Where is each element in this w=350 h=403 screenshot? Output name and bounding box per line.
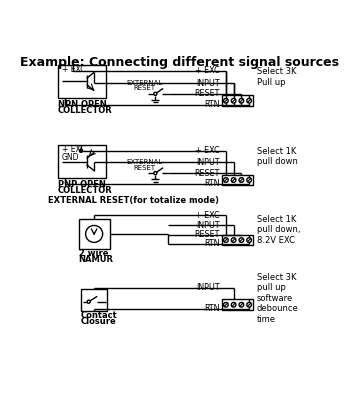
Circle shape <box>247 178 251 182</box>
Text: NAMUR: NAMUR <box>79 255 114 264</box>
Circle shape <box>239 178 244 182</box>
Text: GND: GND <box>62 153 79 162</box>
Text: COLLECTOR: COLLECTOR <box>58 186 112 195</box>
Text: 2 wire: 2 wire <box>79 249 108 258</box>
Text: RESET: RESET <box>133 165 155 171</box>
Text: + EXC: + EXC <box>195 211 220 220</box>
Text: RTN: RTN <box>204 100 220 109</box>
Circle shape <box>224 178 228 182</box>
Text: RESET: RESET <box>194 89 220 98</box>
Bar <box>222 235 253 245</box>
Text: + EXC: + EXC <box>195 146 220 155</box>
Circle shape <box>224 98 228 103</box>
Bar <box>58 64 106 98</box>
Circle shape <box>247 303 251 307</box>
Circle shape <box>247 98 251 103</box>
Text: Example: Connecting different signal sources: Example: Connecting different signal sou… <box>20 56 339 69</box>
Text: RESET: RESET <box>133 85 155 91</box>
Circle shape <box>239 303 244 307</box>
Circle shape <box>231 98 236 103</box>
Text: EXTERNAL RESET(for totalize mode): EXTERNAL RESET(for totalize mode) <box>48 196 219 205</box>
Circle shape <box>231 303 236 307</box>
Text: + EXC: + EXC <box>62 145 85 154</box>
Circle shape <box>87 300 90 303</box>
Text: INPUT: INPUT <box>196 283 220 292</box>
Circle shape <box>239 98 244 103</box>
Circle shape <box>224 238 228 242</box>
Text: + EXC: + EXC <box>62 65 85 75</box>
Text: RTN: RTN <box>204 304 220 313</box>
Circle shape <box>231 178 236 182</box>
Circle shape <box>231 238 236 242</box>
Text: Select 1K
pull down,
8.2V EXC: Select 1K pull down, 8.2V EXC <box>257 215 300 245</box>
Bar <box>222 299 253 310</box>
Text: COLLECTOR: COLLECTOR <box>58 106 112 115</box>
Text: INPUT: INPUT <box>196 221 220 230</box>
Circle shape <box>79 149 83 152</box>
Bar <box>222 96 253 106</box>
Text: RESET: RESET <box>194 168 220 178</box>
Text: + EXC: + EXC <box>195 66 220 75</box>
Text: EXTERNAL: EXTERNAL <box>126 80 163 86</box>
Text: PNP OPEN: PNP OPEN <box>58 180 106 189</box>
Text: Select 3K
pull up
software
debounce
time: Select 3K pull up software debounce time <box>257 273 299 324</box>
Text: INPUT: INPUT <box>196 79 220 87</box>
Text: RTN: RTN <box>204 239 220 248</box>
Circle shape <box>247 238 251 242</box>
Text: Closure: Closure <box>81 317 117 326</box>
Bar <box>81 289 107 311</box>
Bar <box>222 174 253 185</box>
Text: Contact: Contact <box>81 311 118 320</box>
Circle shape <box>154 172 157 174</box>
Bar <box>58 145 106 179</box>
Text: RESET: RESET <box>194 230 220 239</box>
Text: NPN OPEN: NPN OPEN <box>58 100 106 109</box>
Circle shape <box>224 303 228 307</box>
Circle shape <box>239 238 244 242</box>
Text: EXTERNAL: EXTERNAL <box>126 159 163 165</box>
Text: INPUT: INPUT <box>196 158 220 167</box>
Text: RTN: RTN <box>204 179 220 188</box>
Circle shape <box>154 92 157 96</box>
Circle shape <box>86 225 103 242</box>
Text: Select 3K
Pull up: Select 3K Pull up <box>257 67 296 87</box>
Text: Select 1K
pull down: Select 1K pull down <box>257 147 298 166</box>
Bar <box>79 218 110 249</box>
